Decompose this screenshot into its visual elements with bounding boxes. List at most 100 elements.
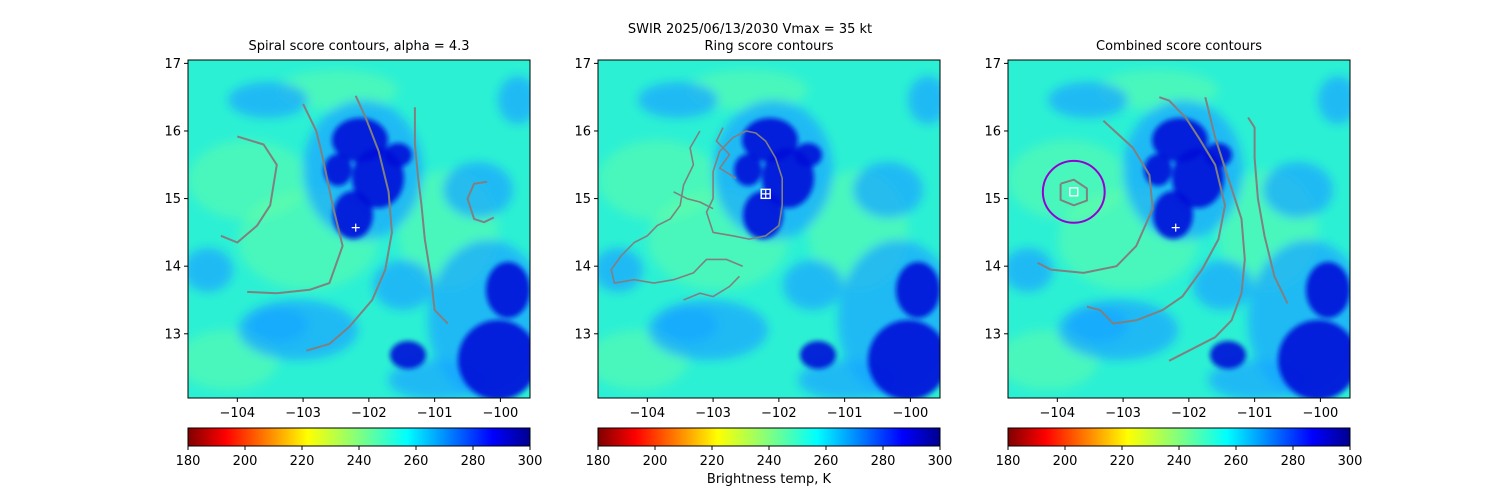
x-tick-label: −102 <box>761 406 797 421</box>
x-tick-label: −100 <box>483 406 519 421</box>
x-tick-label: −101 <box>827 406 863 421</box>
score-contour-3 <box>1086 96 1226 325</box>
colorbar-tick-label: 180 <box>586 454 611 469</box>
x-tick-label: −104 <box>629 406 665 421</box>
cool-cloud-region <box>598 248 643 292</box>
cold-cloud-top <box>486 262 530 318</box>
y-tick-label: 17 <box>984 57 1001 72</box>
cold-cloud-top <box>743 191 783 239</box>
score-contour-4 <box>673 191 714 210</box>
colorbar-tick-label: 220 <box>290 454 315 469</box>
panel-3-title: Combined score contours <box>1096 39 1262 54</box>
cold-cloud-top <box>1153 191 1193 239</box>
y-tick-label: 13 <box>984 327 1001 342</box>
y-tick-label: 17 <box>574 57 591 72</box>
best-center-marker <box>761 189 770 198</box>
colorbar-tick-label: 180 <box>176 454 201 469</box>
cold-cloud-top <box>458 320 530 398</box>
x-tick-label: −103 <box>695 406 731 421</box>
score-contour-5 <box>715 127 737 179</box>
colorbar-tick-label: 200 <box>233 454 258 469</box>
cool-cloud-region <box>443 162 513 218</box>
center-plus-marker <box>351 223 360 232</box>
cool-cloud-region <box>853 162 923 218</box>
y-tick-label: 14 <box>574 260 591 275</box>
cold-cloud-top <box>896 262 940 318</box>
panel-3-image <box>1008 60 1350 398</box>
y-tick-label: 13 <box>574 327 591 342</box>
cold-cloud-top <box>1204 143 1232 167</box>
y-tick-label: 14 <box>164 260 181 275</box>
x-tick-label: −104 <box>1039 406 1075 421</box>
x-tick-label: −104 <box>219 406 255 421</box>
y-tick-label: 13 <box>164 327 181 342</box>
y-tick-label: 15 <box>164 192 181 207</box>
cool-cloud-region <box>1193 260 1253 310</box>
panel-1-image <box>188 60 530 398</box>
colorbar-tick-label: 220 <box>700 454 725 469</box>
colorbar <box>187 427 531 447</box>
panel-2-title: Ring score contours <box>704 39 834 54</box>
colorbar-tick-label: 180 <box>996 454 1021 469</box>
cold-cloud-top <box>1144 154 1172 186</box>
cool-cloud-region <box>658 307 718 343</box>
axes-frame <box>187 59 531 399</box>
score-contour-2 <box>610 130 744 284</box>
center-plus-marker <box>1171 223 1180 232</box>
cold-cloud-top <box>390 341 426 369</box>
warm-region <box>1008 140 1128 220</box>
best-center-square <box>760 188 771 200</box>
colorbar-tick-label: 240 <box>1167 454 1192 469</box>
cold-cloud-top <box>794 143 822 167</box>
cool-cloud-region <box>248 307 308 343</box>
cold-cloud-top <box>333 191 373 239</box>
y-tick-label: 17 <box>164 57 181 72</box>
deep-convection <box>734 118 940 398</box>
colorbar <box>597 427 941 447</box>
cool-cloud-region <box>908 76 940 124</box>
score-contour-4 <box>413 107 449 325</box>
colorbar-tick-label: 200 <box>643 454 668 469</box>
axes-frame <box>1007 59 1351 399</box>
y-tick-label: 15 <box>984 192 1001 207</box>
cold-cloud-top <box>1278 320 1350 398</box>
score-contour-1 <box>220 135 278 244</box>
score-contour-2 <box>247 103 344 295</box>
cold-cloud-top <box>324 154 352 186</box>
cool-cloud-region <box>1318 76 1350 124</box>
y-tick-label: 16 <box>164 124 181 139</box>
colorbar-label: Brightness temp, K <box>706 472 832 487</box>
panel-2-image <box>598 60 940 398</box>
x-tick-label: −102 <box>1171 406 1207 421</box>
colorbar-tick-label: 200 <box>1053 454 1078 469</box>
colorbar-tick-label: 220 <box>1110 454 1135 469</box>
cold-cloud-top <box>1210 341 1246 369</box>
x-tick-label: −100 <box>1303 406 1339 421</box>
colorbar-tick-label: 300 <box>518 454 543 469</box>
deep-convection <box>1144 118 1350 398</box>
colorbar-tick-label: 280 <box>461 454 486 469</box>
cool-cloud-region <box>783 260 843 310</box>
cool-cloud-region <box>228 82 308 118</box>
colorbar-tick-label: 260 <box>404 454 429 469</box>
colorbar-tick-label: 240 <box>757 454 782 469</box>
warm-region <box>598 140 718 220</box>
figure-suptitle: SWIR 2025/06/13/2030 Vmax = 35 kt <box>627 22 873 37</box>
cool-cloud-region <box>638 82 718 118</box>
score-contour-1 <box>1059 178 1088 207</box>
score-contour-3 <box>683 275 740 301</box>
y-tick-label: 14 <box>984 260 1001 275</box>
score-contour-3 <box>306 95 393 352</box>
score-contour-4 <box>1168 96 1246 362</box>
cold-cloud-top <box>868 320 940 398</box>
x-tick-label: −102 <box>351 406 387 421</box>
x-tick-label: −101 <box>1237 406 1273 421</box>
x-tick-label: −101 <box>417 406 453 421</box>
score-contour-5 <box>1247 116 1289 304</box>
panel-1-title: Spiral score contours, alpha = 4.3 <box>248 39 470 54</box>
colorbar-tick-label: 240 <box>347 454 372 469</box>
cool-cloud-region <box>1068 307 1128 343</box>
cool-cloud-region <box>1008 248 1053 292</box>
best-center-square <box>1069 187 1079 197</box>
